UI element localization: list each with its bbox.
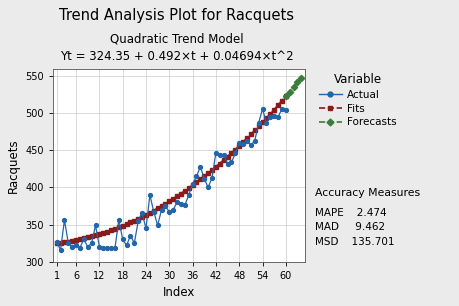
X-axis label: Index: Index [163, 286, 195, 299]
Legend: Actual, Fits, Forecasts: Actual, Fits, Forecasts [315, 70, 399, 130]
Text: Accuracy Measures: Accuracy Measures [315, 188, 420, 198]
Text: Yt = 324.35 + 0.492×t + 0.04694×t^2: Yt = 324.35 + 0.492×t + 0.04694×t^2 [60, 50, 293, 63]
Y-axis label: Racquets: Racquets [6, 138, 20, 192]
Text: Trend Analysis Plot for Racquets: Trend Analysis Plot for Racquets [59, 8, 294, 23]
Text: MAPE    2.474
MAD     9.462
MSD    135.701: MAPE 2.474 MAD 9.462 MSD 135.701 [315, 208, 395, 247]
Text: Quadratic Trend Model: Quadratic Trend Model [110, 32, 244, 45]
